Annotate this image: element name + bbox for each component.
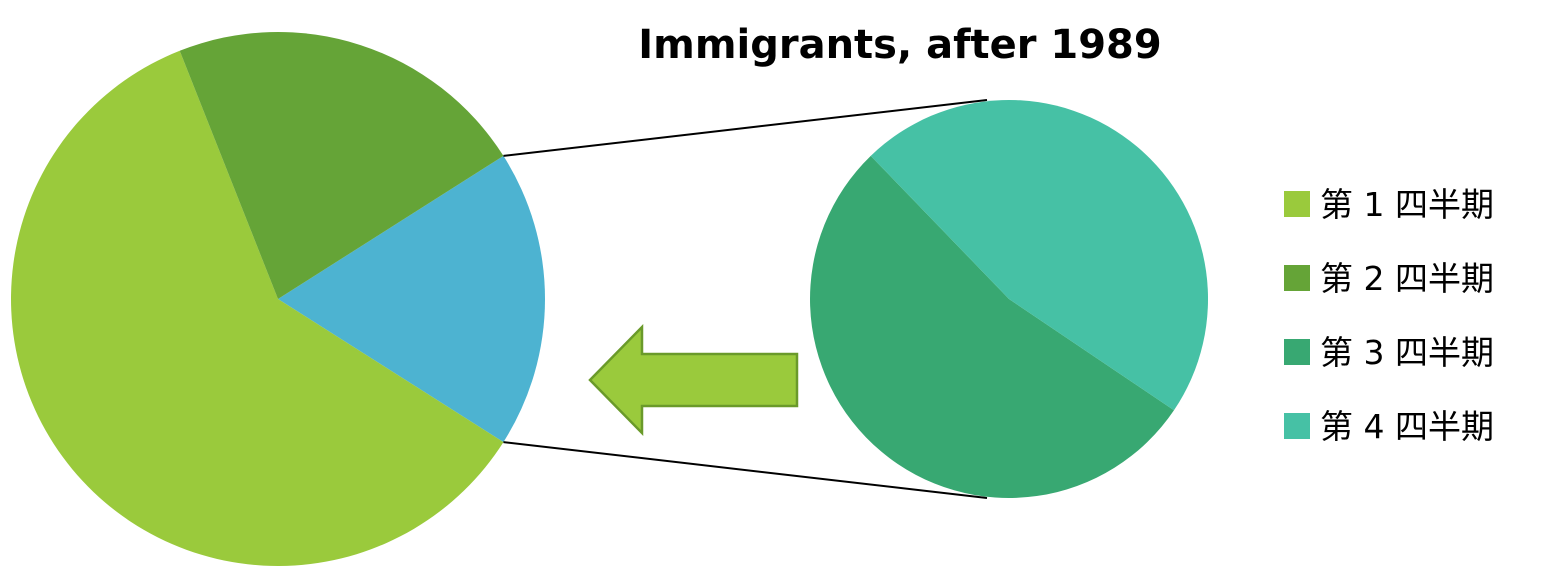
pie-slice-other bbox=[278, 155, 546, 443]
legend-swatch-q1 bbox=[1284, 191, 1310, 217]
legend-label-q3: 第 3 四半期 bbox=[1320, 333, 1494, 372]
legend-swatch-q2 bbox=[1284, 265, 1310, 291]
connector-line-bottom bbox=[503, 441, 988, 499]
main-pie bbox=[11, 31, 546, 566]
pie-slice-q3 bbox=[810, 155, 1174, 498]
legend-swatch-q4 bbox=[1284, 413, 1310, 439]
legend-label-q1: 第 1 四半期 bbox=[1320, 185, 1494, 224]
legend-label-q4: 第 4 四半期 bbox=[1320, 407, 1494, 446]
connector-lines bbox=[503, 99, 988, 499]
pie-slice-q4 bbox=[870, 99, 1209, 411]
legend-label-q2: 第 2 四半期 bbox=[1320, 259, 1494, 298]
connector-line-top bbox=[503, 99, 988, 157]
chart-title: Immigrants, after 1989 bbox=[638, 22, 1161, 68]
legend-swatch-q3 bbox=[1284, 339, 1310, 365]
pie-slice-q1 bbox=[11, 50, 504, 566]
arrow-left-icon bbox=[588, 323, 799, 437]
pie-slice-q2 bbox=[179, 31, 504, 299]
secondary-pie bbox=[810, 99, 1209, 498]
